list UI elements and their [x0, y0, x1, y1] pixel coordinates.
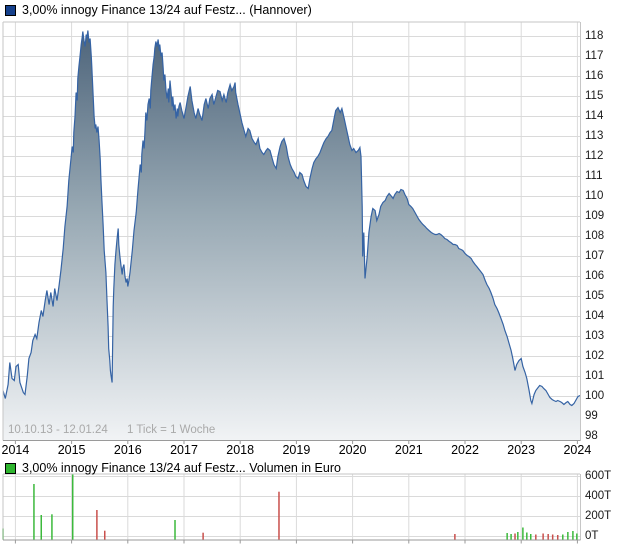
volume-bar — [71, 474, 74, 540]
volume-bar — [522, 527, 524, 540]
volume-y-axis-label: 400T — [585, 490, 612, 502]
volume-bar — [506, 533, 508, 540]
price-y-axis-label: 106 — [585, 270, 605, 282]
price-y-axis-label: 115 — [585, 90, 604, 102]
volume-bar — [576, 533, 578, 540]
price-y-axis-label: 117 — [585, 50, 604, 62]
price-chart-legend: 3,00% innogy Finance 13/24 auf Festz... … — [5, 3, 312, 17]
price-y-axis-label: 109 — [585, 210, 605, 222]
tick-interval-label: 1 Tick = 1 Woche — [126, 424, 216, 436]
volume-y-axis-label: 0T — [585, 530, 599, 542]
price-line — [2, 30, 581, 407]
x-axis-year-label: 2023 — [507, 442, 536, 457]
chart-range-info: 10.10.13 - 12.01.24 1 Tick = 1 Woche — [8, 424, 215, 436]
volume-bar — [51, 514, 53, 540]
price-y-axis-label: 98 — [585, 430, 598, 442]
volume-legend-swatch-icon — [5, 462, 16, 474]
volume-bar — [510, 534, 512, 540]
price-y-axis-label: 112 — [585, 150, 604, 162]
volume-bar — [526, 532, 528, 540]
volume-bar — [514, 533, 516, 540]
volume-bar — [454, 534, 456, 540]
volume-bar — [562, 534, 564, 540]
price-legend-swatch-icon — [5, 4, 16, 16]
volume-y-axis-label: 600T — [585, 470, 612, 482]
x-axis-year-label: 2024 — [563, 442, 592, 457]
volume-bar — [572, 531, 574, 540]
volume-bar — [567, 532, 569, 540]
price-y-axis-label: 114 — [585, 110, 604, 122]
price-y-axis-label: 102 — [585, 350, 605, 362]
date-range-label: 10.10.13 - 12.01.24 — [8, 424, 108, 436]
price-area-fill — [3, 30, 581, 441]
volume-bar — [96, 510, 98, 540]
x-axis-year-label: 2018 — [226, 442, 255, 457]
x-axis-year-label: 2015 — [57, 442, 86, 457]
price-y-axis-label: 103 — [585, 330, 605, 342]
volume-bar — [547, 534, 549, 540]
price-y-axis-label: 110 — [585, 190, 604, 202]
volume-chart-title: 3,00% innogy Finance 13/24 auf Festz... … — [22, 461, 341, 475]
x-axis-year-label: 2022 — [451, 442, 479, 457]
price-y-axis-label: 116 — [585, 70, 604, 82]
x-axis-year-label: 2017 — [170, 442, 198, 457]
x-axis-year-label: 2019 — [282, 442, 311, 457]
price-y-axis-label: 104 — [585, 310, 605, 322]
price-y-axis-label: 113 — [585, 130, 604, 142]
volume-bar — [278, 491, 280, 540]
x-axis-year-label: 2016 — [113, 442, 142, 457]
volume-bar — [556, 535, 559, 540]
price-y-axis-label: 105 — [585, 290, 605, 302]
volume-bar — [40, 515, 43, 540]
price-y-axis-label: 118 — [585, 30, 604, 42]
volume-bar — [202, 532, 204, 540]
volume-bar — [33, 484, 35, 540]
price-y-axis-label: 99 — [585, 410, 598, 422]
price-chart-title: 3,00% innogy Finance 13/24 auf Festz... … — [22, 3, 312, 17]
price-y-axis-label: 101 — [585, 370, 605, 382]
price-y-axis-label: 108 — [585, 230, 605, 242]
volume-y-axis-label: 200T — [585, 510, 612, 522]
volume-chart-legend: 3,00% innogy Finance 13/24 auf Festz... … — [5, 461, 341, 475]
volume-bar — [104, 530, 106, 540]
volume-bar — [174, 520, 176, 540]
x-axis-year-label: 2020 — [338, 442, 367, 457]
price-y-axis-label: 111 — [585, 170, 603, 182]
volume-bar — [551, 534, 554, 540]
price-y-axis-label: 100 — [585, 390, 605, 402]
volume-bar — [530, 534, 532, 540]
volume-bar — [517, 532, 519, 540]
x-axis-year-label: 2021 — [394, 442, 423, 457]
volume-bar — [535, 534, 537, 540]
volume-bar — [542, 533, 544, 540]
x-axis-year-label: 2014 — [1, 442, 30, 457]
price-y-axis-label: 107 — [585, 250, 605, 262]
